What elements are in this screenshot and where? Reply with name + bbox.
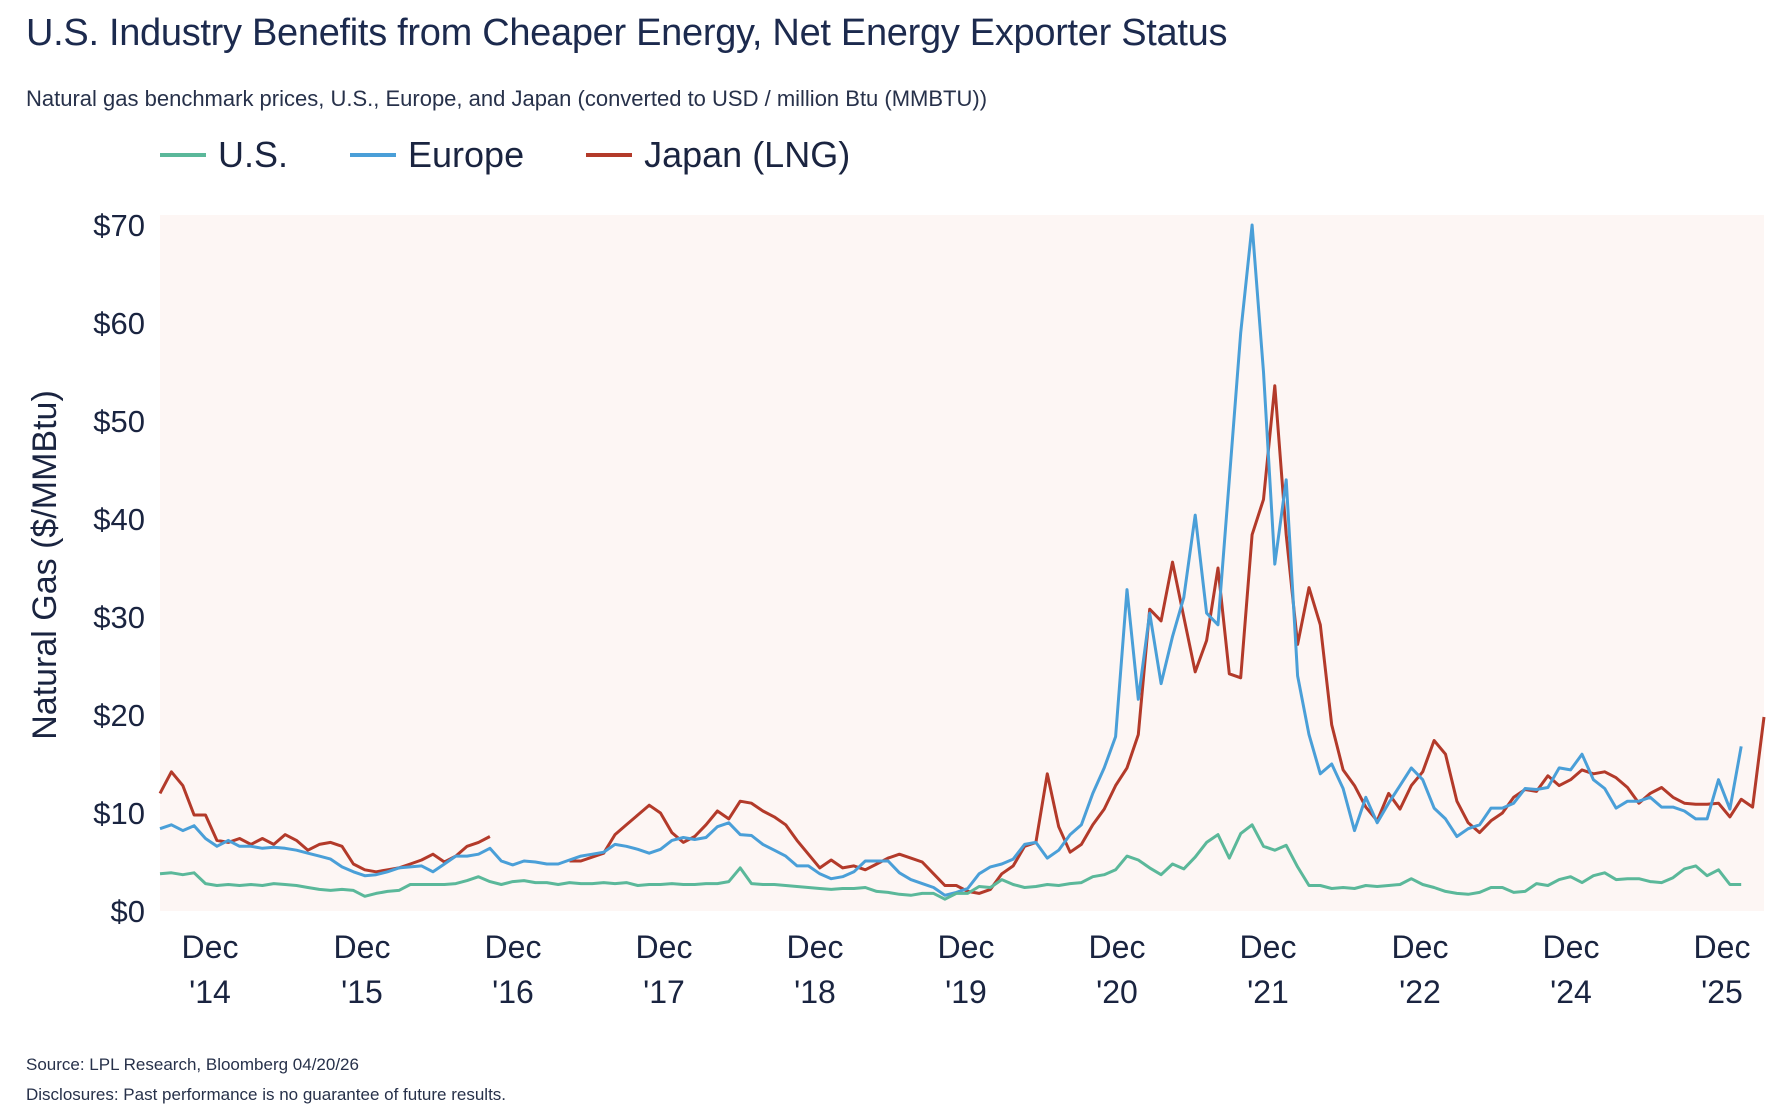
- legend-label-europe: Europe: [408, 134, 525, 175]
- plot-area: [160, 215, 1764, 911]
- legend-label-us: U.S.: [218, 134, 289, 175]
- series-line-europe: [159, 223, 1743, 897]
- y-tick-label: $0: [111, 894, 145, 929]
- legend-item-europe: Europe: [350, 134, 524, 176]
- x-tick-label: Dec '14: [182, 929, 239, 1010]
- series-line-us: [159, 823, 1742, 901]
- x-tick-label: Dec '18: [787, 929, 844, 1010]
- y-tick-label: $40: [93, 502, 145, 537]
- x-tick-label: Dec '20: [1089, 929, 1146, 1010]
- y-axis: $0 $10 $20 $30 $40 $50 $60 $70: [93, 208, 145, 929]
- x-tick-label: Dec '16: [485, 929, 542, 1010]
- legend-swatch-us: [160, 153, 206, 157]
- series-lines: [158, 223, 1766, 901]
- x-tick-label: Dec '15: [334, 929, 391, 1010]
- legend-swatch-japan: [586, 153, 633, 157]
- y-tick-label: $10: [93, 796, 145, 831]
- legend-label-japan: Japan (LNG): [644, 134, 851, 175]
- y-tick-label: $60: [93, 306, 145, 341]
- disclosure-note: Disclosures: Past performance is no guar…: [26, 1085, 507, 1104]
- legend-item-japan: Japan (LNG): [586, 134, 850, 176]
- x-tick-label: Dec '17: [636, 929, 693, 1010]
- series-line-japan: [158, 384, 1766, 895]
- x-tick-label: Dec '21: [1240, 929, 1297, 1010]
- y-tick-label: $70: [93, 208, 145, 243]
- y-tick-label: $20: [93, 698, 145, 733]
- x-tick-label: Dec '25: [1694, 929, 1751, 1010]
- x-axis: Dec '14 Dec '15 Dec '16 Dec '17 Dec '18 Dec '19 Dec '…: [182, 929, 1751, 1010]
- chart-subtitle: Natural gas benchmark prices, U.S., Euro…: [26, 86, 988, 111]
- x-tick-label: Dec '22: [1392, 929, 1449, 1010]
- legend: U.S. Europe Japan (LNG): [160, 134, 850, 176]
- x-tick-label: Dec '19: [938, 929, 995, 1010]
- legend-swatch-europe: [350, 153, 397, 157]
- y-tick-label: $30: [93, 600, 145, 635]
- chart-title: U.S. Industry Benefits from Cheaper Ener…: [26, 12, 1228, 54]
- y-axis-label: Natural Gas ($/MMBtu): [26, 390, 64, 740]
- source-note: Source: LPL Research, Bloomberg 04/20/26: [26, 1055, 359, 1074]
- y-tick-label: $50: [93, 404, 145, 439]
- x-tick-label: Dec '24: [1543, 929, 1600, 1010]
- legend-item-us: U.S.: [160, 134, 288, 176]
